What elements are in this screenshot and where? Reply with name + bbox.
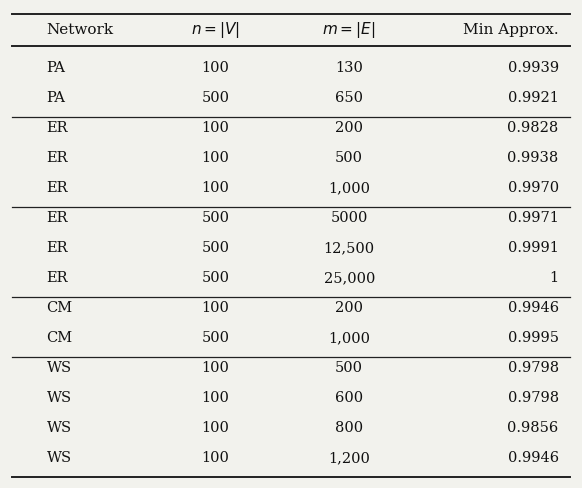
Text: 100: 100 [201,362,229,375]
Text: 0.9798: 0.9798 [508,391,559,406]
Text: 500: 500 [201,331,229,346]
Text: $n = |V|$: $n = |V|$ [191,20,240,40]
Text: 500: 500 [335,151,363,165]
Text: 100: 100 [201,122,229,136]
Text: ER: ER [47,151,68,165]
Text: PA: PA [47,92,66,105]
Text: 500: 500 [201,92,229,105]
Text: WS: WS [47,391,72,406]
Text: 600: 600 [335,391,363,406]
Text: 100: 100 [201,302,229,316]
Text: 100: 100 [201,151,229,165]
Text: ER: ER [47,271,68,285]
Text: ER: ER [47,242,68,256]
Text: 500: 500 [201,242,229,256]
Text: 0.9991: 0.9991 [508,242,559,256]
Text: 200: 200 [335,122,363,136]
Text: WS: WS [47,422,72,435]
Text: 100: 100 [201,391,229,406]
Text: 500: 500 [201,271,229,285]
Text: 0.9921: 0.9921 [508,92,559,105]
Text: 0.9828: 0.9828 [508,122,559,136]
Text: Network: Network [47,23,113,37]
Text: PA: PA [47,61,66,76]
Text: 0.9970: 0.9970 [508,182,559,196]
Text: 650: 650 [335,92,363,105]
Text: 1,000: 1,000 [328,331,370,346]
Text: 1,000: 1,000 [328,182,370,196]
Text: 0.9946: 0.9946 [508,451,559,466]
Text: 100: 100 [201,182,229,196]
Text: WS: WS [47,362,72,375]
Text: 0.9946: 0.9946 [508,302,559,316]
Text: 1: 1 [549,271,559,285]
Text: 100: 100 [201,422,229,435]
Text: 500: 500 [201,211,229,225]
Text: Min Approx.: Min Approx. [463,23,559,37]
Text: 0.9939: 0.9939 [508,61,559,76]
Text: $m = |E|$: $m = |E|$ [322,20,376,40]
Text: 0.9971: 0.9971 [508,211,559,225]
Text: ER: ER [47,211,68,225]
Text: 130: 130 [335,61,363,76]
Text: ER: ER [47,182,68,196]
Text: 800: 800 [335,422,363,435]
Text: 100: 100 [201,451,229,466]
Text: 500: 500 [335,362,363,375]
Text: WS: WS [47,451,72,466]
Text: 0.9798: 0.9798 [508,362,559,375]
Text: 200: 200 [335,302,363,316]
Text: 25,000: 25,000 [324,271,375,285]
Text: 12,500: 12,500 [324,242,375,256]
Text: 0.9938: 0.9938 [508,151,559,165]
Text: CM: CM [47,331,73,346]
Text: ER: ER [47,122,68,136]
Text: 5000: 5000 [331,211,368,225]
Text: 100: 100 [201,61,229,76]
Text: CM: CM [47,302,73,316]
Text: 0.9995: 0.9995 [508,331,559,346]
Text: 0.9856: 0.9856 [508,422,559,435]
Text: 1,200: 1,200 [328,451,370,466]
